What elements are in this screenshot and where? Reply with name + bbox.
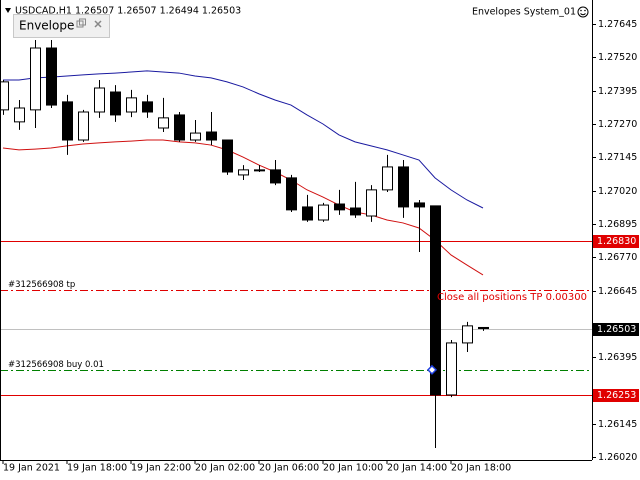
candle-body xyxy=(110,91,121,116)
candle-body xyxy=(462,325,473,344)
x-tick-label: 20 Jan 10:00 xyxy=(323,463,383,474)
x-tick-label: 19 Jan 2021 xyxy=(3,463,60,474)
candle-body xyxy=(206,131,217,141)
candle-body xyxy=(254,169,265,172)
candle-body xyxy=(46,47,57,106)
candle-body xyxy=(414,202,425,208)
y-tick-label: 1.27270 xyxy=(598,119,637,130)
y-tick-label: 1.27395 xyxy=(598,86,637,97)
expert-label: Envelopes System_01 xyxy=(472,7,576,18)
x-tick-label: 20 Jan 14:00 xyxy=(387,463,447,474)
candle-body xyxy=(286,177,297,211)
x-tick-label: 19 Jan 18:00 xyxy=(67,463,127,474)
y-tick-label: 1.27020 xyxy=(598,186,637,197)
indicator-box[interactable]: Envelope xyxy=(13,14,110,38)
y-tick-label: 1.26020 xyxy=(598,452,637,463)
candle-body xyxy=(0,81,9,111)
candle-body xyxy=(78,111,89,141)
x-tick-label: 20 Jan 18:00 xyxy=(451,463,511,474)
trade-marker xyxy=(426,364,438,375)
x-tick-label: 20 Jan 06:00 xyxy=(259,463,319,474)
candle-body xyxy=(318,204,329,221)
candle-body xyxy=(478,326,489,330)
envelope-line xyxy=(3,70,484,209)
y-tick-label: 1.27645 xyxy=(598,19,637,30)
envelope-line xyxy=(2,139,484,276)
candle-body xyxy=(446,342,457,396)
candle-body xyxy=(382,166,393,191)
level-text: #312566908 tp xyxy=(8,280,75,290)
candle-body xyxy=(430,205,441,396)
y-tick-label: 1.26645 xyxy=(598,286,637,297)
candle-body xyxy=(14,107,25,123)
candle-body xyxy=(62,101,73,141)
smiley xyxy=(577,6,589,18)
plot-area xyxy=(0,40,592,448)
price-tag xyxy=(593,323,639,336)
candle-body xyxy=(174,114,185,141)
x-tick-label: 19 Jan 22:00 xyxy=(131,463,191,474)
candle-body xyxy=(302,206,313,221)
indicator-label: Envelope xyxy=(19,19,74,33)
y-tick-label: 1.26895 xyxy=(598,219,637,230)
candle-body xyxy=(158,117,169,129)
chart-title: USDCAD,H1 1.26507 1.26507 1.26494 1.2650… xyxy=(15,6,241,17)
candle-body xyxy=(190,132,201,141)
candle-body xyxy=(334,203,345,211)
price-tag xyxy=(593,389,639,402)
price-tag-label: 1.26830 xyxy=(597,236,636,247)
candle-body xyxy=(30,47,41,111)
y-tick-label: 1.26395 xyxy=(598,352,637,363)
price-tag-label: 1.26503 xyxy=(597,324,636,335)
annotation: Close all positions TP 0.00300 xyxy=(437,292,587,303)
candle-body xyxy=(366,189,377,217)
y-tick-label: 1.27145 xyxy=(598,152,637,163)
y-tick-label: 1.26145 xyxy=(598,419,637,430)
level-text: #312566908 buy 0.01 xyxy=(8,360,104,370)
candle-body xyxy=(398,166,409,208)
x-tick-label: 20 Jan 02:00 xyxy=(195,463,255,474)
candle-body xyxy=(222,139,233,173)
candle-body xyxy=(142,101,153,113)
candle-body xyxy=(238,169,249,176)
candle-body xyxy=(350,207,361,216)
y-tick-label: 1.27520 xyxy=(598,52,637,63)
y-tick-label: 1.26770 xyxy=(598,252,637,263)
price-tag-label: 1.26253 xyxy=(597,390,636,401)
symbol-arrow xyxy=(5,8,11,13)
candle-body xyxy=(94,87,105,113)
candle-body xyxy=(270,169,281,184)
price-tag xyxy=(593,235,639,248)
candle-body xyxy=(126,97,137,113)
